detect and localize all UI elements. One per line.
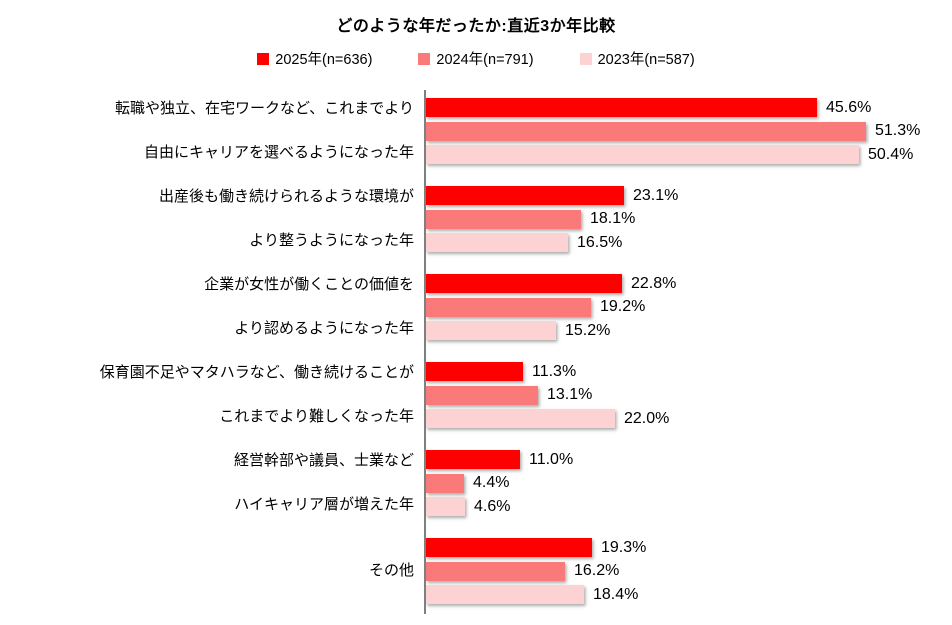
bar-set: 11.3% 13.1% 22.0% bbox=[426, 362, 952, 428]
bar-2024 bbox=[426, 561, 565, 581]
bar-group: 転職や独立、在宅ワークなど、これまでより 自由にキャリアを選べるようになった年 45… bbox=[0, 98, 952, 164]
bar-set: 11.0% 4.4% 4.6% bbox=[426, 450, 952, 516]
bar-group: 保育園不足やマタハラなど、働き続けることが これまでより難しくなった年 11.3% 1… bbox=[0, 362, 952, 428]
bar-set: 23.1% 18.1% 16.5% bbox=[426, 186, 952, 252]
bar-2023 bbox=[426, 409, 615, 428]
category-label-line: 保育園不足やマタハラなど、働き続けることが bbox=[99, 364, 414, 381]
bar-2023 bbox=[426, 145, 859, 164]
bar-row-2023: 15.2% bbox=[426, 321, 952, 340]
category-label-line: 企業が女性が働くことの価値を bbox=[204, 276, 414, 293]
bar-row-2024: 51.3% bbox=[426, 121, 952, 141]
value-label-2025: 19.3% bbox=[601, 538, 647, 556]
value-label-2024: 19.2% bbox=[600, 298, 646, 315]
bar-2025 bbox=[426, 538, 592, 557]
category-label-line: より認めるようになった年 bbox=[234, 320, 414, 337]
bar-set: 45.6% 51.3% 50.4% bbox=[426, 98, 952, 164]
category-label-line: その他 bbox=[368, 562, 414, 579]
value-label-2023: 16.5% bbox=[577, 233, 623, 251]
value-label-2025: 22.8% bbox=[631, 274, 677, 292]
value-label-2023: 50.4% bbox=[868, 145, 914, 163]
bar-row-2025: 23.1% bbox=[426, 186, 952, 205]
category-label: 出産後も働き続けられるような環境がより整うようになった年 bbox=[0, 186, 424, 252]
category-label-line: これまでより難しくなった年 bbox=[219, 408, 414, 425]
bar-set: 22.8% 19.2% 15.2% bbox=[426, 274, 952, 340]
bar-2024 bbox=[426, 297, 591, 317]
bar-group: 経営幹部や議員、士業など ハイキャリア層が増えた年 11.0% 4.4% 4.6% bbox=[0, 450, 952, 516]
y-axis-line bbox=[424, 90, 426, 614]
bar-chart: 転職や独立、在宅ワークなど、これまでより 自由にキャリアを選べるようになった年 45… bbox=[0, 90, 952, 614]
category-label: その他 bbox=[0, 538, 424, 604]
value-label-2024: 4.4% bbox=[473, 474, 510, 491]
legend-label-2025: 2025年(n=636) bbox=[275, 52, 373, 68]
value-label-2023: 18.4% bbox=[593, 585, 639, 603]
legend-swatch-2023-icon bbox=[579, 52, 592, 65]
bar-2025 bbox=[426, 274, 622, 293]
legend-swatch-2024-icon bbox=[418, 52, 431, 65]
value-label-2025: 23.1% bbox=[633, 186, 679, 204]
bar-set: 19.3% 16.2% 18.4% bbox=[426, 538, 952, 604]
bar-row-2025: 11.0% bbox=[426, 450, 952, 469]
bar-group: 企業が女性が働くことの価値をより認めるようになった年 22.8% 19.2% 15.2… bbox=[0, 274, 952, 340]
legend: 2025年(n=636) 2024年(n=791) 2023年(n=587) bbox=[0, 48, 952, 69]
legend-swatch-2025-icon bbox=[257, 52, 270, 65]
bar-2023 bbox=[426, 585, 584, 604]
bar-row-2023: 22.0% bbox=[426, 409, 952, 428]
legend-item-2023: 2023年(n=587) bbox=[579, 48, 695, 69]
category-label-line: ハイキャリア層が増えた年 bbox=[234, 496, 414, 513]
category-label: 経営幹部や議員、士業など ハイキャリア層が増えた年 bbox=[0, 450, 424, 516]
bar-2025 bbox=[426, 362, 523, 381]
bar-2024 bbox=[426, 209, 581, 229]
value-label-2023: 22.0% bbox=[624, 409, 670, 427]
bar-2024 bbox=[426, 121, 866, 141]
legend-item-2024: 2024年(n=791) bbox=[418, 48, 534, 69]
category-label-line: より整うようになった年 bbox=[249, 232, 414, 249]
legend-item-2025: 2025年(n=636) bbox=[257, 48, 372, 69]
bar-row-2024: 19.2% bbox=[426, 297, 952, 317]
bar-row-2023: 18.4% bbox=[426, 585, 952, 604]
value-label-2023: 15.2% bbox=[565, 321, 611, 339]
category-label-line: 出産後も働き続けられるような環境が bbox=[158, 188, 414, 205]
value-label-2023: 4.6% bbox=[474, 497, 511, 515]
chart-title: どのような年だったか:直近3か年比較 bbox=[336, 18, 616, 35]
bar-2023 bbox=[426, 497, 465, 516]
bar-row-2024: 16.2% bbox=[426, 561, 952, 581]
bar-2023 bbox=[426, 233, 568, 252]
value-label-2024: 16.2% bbox=[574, 562, 620, 579]
bar-row-2025: 11.3% bbox=[426, 362, 952, 381]
category-label: 転職や独立、在宅ワークなど、これまでより自由にキャリアを選べるようになった年 bbox=[0, 98, 424, 164]
bar-groups: 転職や独立、在宅ワークなど、これまでより 自由にキャリアを選べるようになった年 45… bbox=[0, 98, 952, 604]
bar-row-2025: 45.6% bbox=[426, 98, 952, 117]
bar-2024 bbox=[426, 385, 538, 405]
category-label-line: 自由にキャリアを選べるようになった年 bbox=[143, 144, 414, 161]
legend-label-2024: 2024年(n=791) bbox=[436, 52, 534, 68]
bar-group: 出産後も働き続けられるような環境がより整うようになった年 23.1% 18.1% 16… bbox=[0, 186, 952, 252]
bar-2025 bbox=[426, 186, 624, 205]
category-label: 保育園不足やマタハラなど、働き続けることがこれまでより難しくなった年 bbox=[0, 362, 424, 428]
value-label-2024: 51.3% bbox=[875, 122, 921, 139]
bar-row-2023: 16.5% bbox=[426, 233, 952, 252]
bar-2025 bbox=[426, 450, 520, 469]
bar-2023 bbox=[426, 321, 556, 340]
bar-2025 bbox=[426, 98, 817, 117]
value-label-2025: 11.0% bbox=[529, 450, 574, 468]
bar-row-2023: 50.4% bbox=[426, 145, 952, 164]
value-label-2025: 11.3% bbox=[532, 362, 577, 380]
bar-2024 bbox=[426, 473, 464, 493]
legend-label-2023: 2023年(n=587) bbox=[597, 52, 695, 68]
value-label-2024: 18.1% bbox=[590, 210, 636, 227]
bar-row-2024: 4.4% bbox=[426, 473, 952, 493]
category-label-line: 転職や独立、在宅ワークなど、これまでより bbox=[115, 100, 414, 117]
bar-row-2024: 13.1% bbox=[426, 385, 952, 405]
value-label-2024: 13.1% bbox=[547, 386, 593, 403]
bar-row-2023: 4.6% bbox=[426, 497, 952, 516]
bar-row-2025: 22.8% bbox=[426, 274, 952, 293]
bar-row-2025: 19.3% bbox=[426, 538, 952, 557]
category-label: 企業が女性が働くことの価値をより認めるようになった年 bbox=[0, 274, 424, 340]
category-label-line: 経営幹部や議員、士業など bbox=[233, 452, 414, 469]
bar-row-2024: 18.1% bbox=[426, 209, 952, 229]
bar-group: その他 19.3% 16.2% 18.4% bbox=[0, 538, 952, 604]
value-label-2025: 45.6% bbox=[826, 98, 872, 116]
